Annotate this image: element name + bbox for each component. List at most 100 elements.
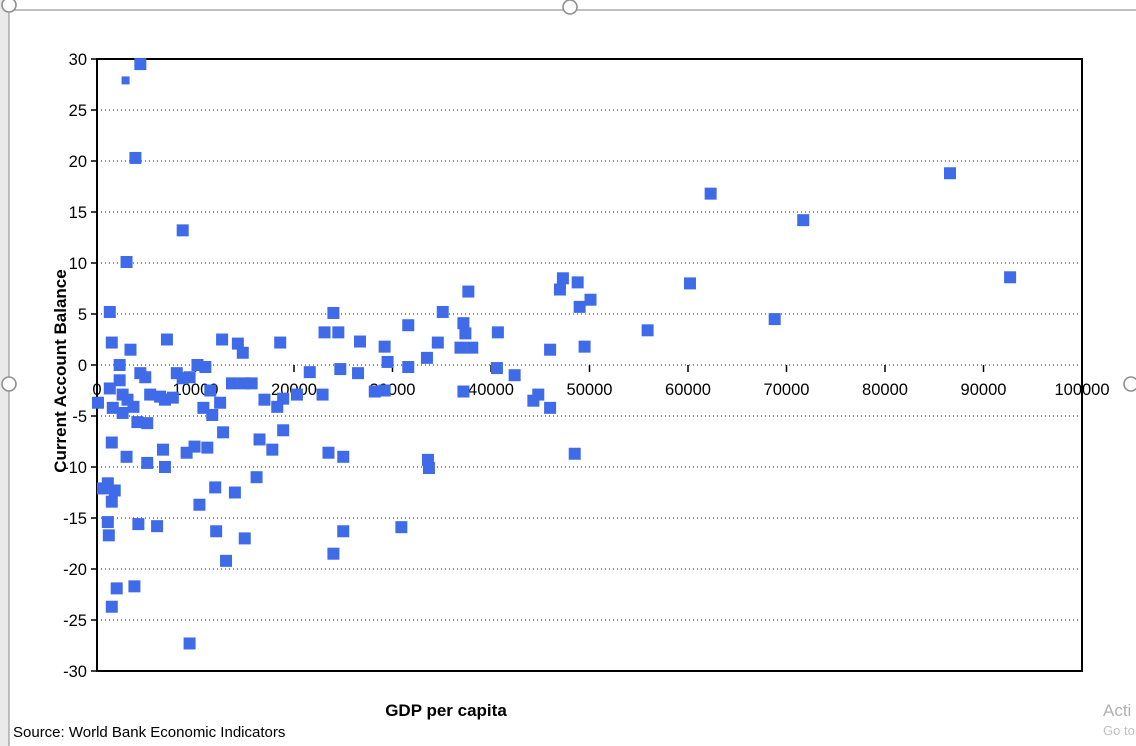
data-point-85[interactable] [108, 484, 121, 497]
data-point-95[interactable] [214, 396, 227, 409]
data-point-120[interactable] [250, 471, 263, 484]
data-point-53[interactable] [103, 382, 116, 395]
data-point-39[interactable] [944, 167, 957, 180]
data-point-101[interactable] [290, 388, 303, 401]
data-point-5[interactable] [103, 305, 116, 318]
data-point-122[interactable] [210, 525, 223, 538]
data-point-2[interactable] [129, 151, 142, 164]
data-point-28[interactable] [573, 300, 586, 313]
data-point-11[interactable] [236, 346, 249, 359]
data-point-119[interactable] [228, 486, 241, 499]
data-point-25[interactable] [553, 283, 566, 296]
data-point-102[interactable] [316, 388, 329, 401]
data-point-91[interactable] [110, 582, 123, 595]
y-tick-label-15[interactable]: 15 [69, 204, 87, 222]
data-point-1[interactable] [121, 76, 130, 85]
data-point-99[interactable] [258, 393, 271, 406]
data-point-50[interactable] [568, 447, 581, 460]
data-point-48[interactable] [527, 394, 540, 407]
data-point-23[interactable] [462, 285, 475, 298]
data-point-98[interactable] [245, 377, 258, 390]
y-tick-label--20[interactable]: -20 [63, 561, 87, 579]
x-tick-label-100000[interactable]: 100000 [1054, 381, 1109, 399]
data-point-81[interactable] [188, 440, 201, 453]
data-point-9[interactable] [216, 333, 229, 346]
data-point-123[interactable] [238, 532, 251, 545]
data-point-125[interactable] [327, 547, 340, 560]
x-tick-label-70000[interactable]: 70000 [764, 381, 810, 399]
data-point-0[interactable] [134, 58, 147, 71]
data-point-63[interactable] [131, 416, 144, 429]
data-point-54[interactable] [113, 374, 126, 387]
data-point-12[interactable] [274, 336, 287, 349]
data-point-27[interactable] [584, 293, 597, 306]
data-point-58[interactable] [116, 406, 129, 419]
data-point-14[interactable] [318, 326, 331, 339]
data-point-89[interactable] [132, 518, 145, 531]
data-point-18[interactable] [402, 319, 415, 332]
data-point-45[interactable] [508, 369, 521, 382]
data-point-64[interactable] [141, 417, 154, 430]
data-point-107[interactable] [378, 384, 391, 397]
data-point-6[interactable] [105, 336, 118, 349]
data-point-109[interactable] [206, 408, 219, 421]
data-point-31[interactable] [459, 327, 472, 340]
data-point-33[interactable] [431, 336, 444, 349]
y-tick-label-30[interactable]: 30 [69, 51, 87, 69]
data-point-73[interactable] [204, 384, 217, 397]
data-point-105[interactable] [352, 367, 365, 380]
y-tick-label--25[interactable]: -25 [63, 612, 87, 630]
data-point-77[interactable] [141, 456, 154, 469]
data-point-117[interactable] [421, 453, 434, 466]
y-tick-label--15[interactable]: -15 [63, 510, 87, 528]
data-point-7[interactable] [124, 343, 137, 356]
data-point-41[interactable] [797, 214, 810, 227]
data-point-113[interactable] [253, 433, 266, 446]
data-point-30[interactable] [457, 317, 470, 330]
y-tick-label-25[interactable]: 25 [69, 102, 87, 120]
data-point-38[interactable] [641, 324, 654, 337]
data-point-111[interactable] [217, 426, 230, 439]
y-tick-label--5[interactable]: -5 [72, 408, 87, 426]
data-point-112[interactable] [277, 424, 290, 437]
data-point-36[interactable] [544, 343, 557, 356]
x-axis-title[interactable]: GDP per capita [385, 701, 507, 720]
x-tick-label-0[interactable]: 0 [92, 381, 101, 399]
y-tick-label-20[interactable]: 20 [69, 153, 87, 171]
data-point-121[interactable] [193, 498, 206, 511]
data-point-74[interactable] [113, 359, 126, 371]
data-point-46[interactable] [457, 385, 470, 398]
data-point-10[interactable] [231, 337, 244, 350]
data-point-61[interactable] [139, 371, 152, 384]
data-point-78[interactable] [156, 443, 169, 456]
data-point-76[interactable] [120, 450, 133, 463]
data-point-115[interactable] [322, 446, 335, 459]
x-tick-label-60000[interactable]: 60000 [665, 381, 711, 399]
data-point-72[interactable] [199, 361, 212, 374]
data-point-16[interactable] [353, 335, 366, 348]
data-point-34[interactable] [454, 341, 467, 354]
data-point-82[interactable] [201, 441, 214, 454]
data-point-19[interactable] [381, 355, 394, 368]
data-point-70[interactable] [183, 371, 196, 384]
y-axis-title[interactable]: Current Account Balance [51, 269, 70, 473]
x-tick-label-40000[interactable]: 40000 [468, 381, 514, 399]
x-tick-label-50000[interactable]: 50000 [567, 381, 613, 399]
data-point-59[interactable] [127, 400, 140, 413]
data-point-79[interactable] [158, 461, 171, 473]
data-point-114[interactable] [266, 443, 279, 456]
data-point-21[interactable] [420, 351, 433, 364]
data-point-116[interactable] [337, 450, 350, 463]
data-point-103[interactable] [303, 366, 316, 379]
data-point-96[interactable] [225, 377, 238, 390]
data-point-93[interactable] [105, 600, 118, 613]
data-point-94[interactable] [183, 637, 196, 650]
data-point-40[interactable] [704, 187, 717, 200]
y-tick-label-5[interactable]: 5 [78, 306, 87, 324]
data-point-90[interactable] [151, 520, 164, 533]
data-point-20[interactable] [402, 361, 415, 374]
data-point-87[interactable] [101, 516, 114, 529]
y-tick-label-0[interactable]: 0 [78, 357, 87, 375]
data-point-37[interactable] [578, 340, 591, 353]
data-point-57[interactable] [106, 401, 119, 414]
